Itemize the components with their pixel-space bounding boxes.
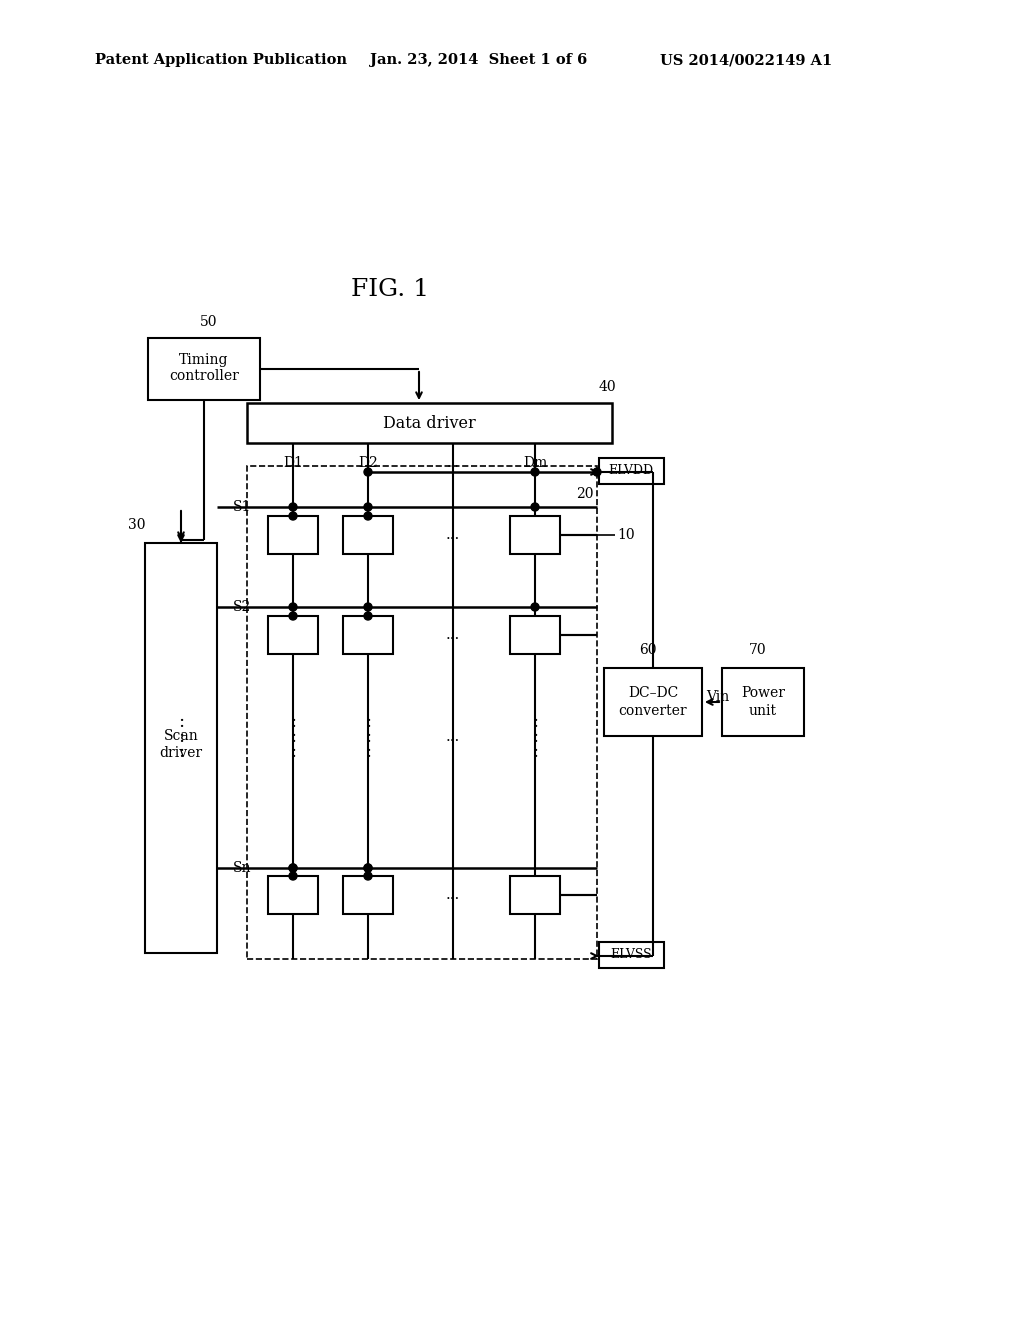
Text: DC–DC: DC–DC (628, 686, 678, 700)
Bar (343, 876, 393, 913)
Text: D2: D2 (358, 455, 378, 470)
Text: :: : (531, 743, 538, 762)
Text: Dm: Dm (523, 455, 547, 470)
Text: converter: converter (618, 704, 687, 718)
Text: controller: controller (169, 370, 239, 383)
Text: ...: ... (445, 528, 460, 543)
Bar (510, 616, 560, 653)
Text: ...: ... (446, 455, 460, 470)
Text: D1: D1 (283, 455, 303, 470)
Text: driver: driver (160, 746, 203, 760)
Bar (268, 616, 318, 653)
Circle shape (364, 503, 372, 511)
Text: 50: 50 (201, 315, 218, 329)
Circle shape (289, 865, 297, 873)
Text: unit: unit (749, 704, 777, 718)
Circle shape (289, 503, 297, 511)
Text: Data driver: Data driver (383, 414, 475, 432)
Text: Timing: Timing (179, 352, 228, 367)
Circle shape (531, 603, 539, 611)
Circle shape (289, 873, 297, 880)
Text: 60: 60 (639, 643, 656, 657)
Text: :: : (178, 713, 184, 731)
Circle shape (364, 512, 372, 520)
Circle shape (289, 865, 297, 873)
Bar (510, 516, 560, 554)
Text: Power: Power (741, 686, 785, 700)
Circle shape (364, 873, 372, 880)
Text: :: : (178, 729, 184, 746)
Bar (247, 403, 612, 444)
Bar (510, 876, 560, 913)
Bar (343, 516, 393, 554)
Bar (247, 466, 597, 960)
Text: ELVSS: ELVSS (610, 949, 652, 961)
Circle shape (364, 865, 372, 873)
Bar (599, 942, 664, 968)
Text: FIG. 1: FIG. 1 (351, 279, 429, 301)
Text: S1: S1 (233, 500, 251, 513)
Text: 40: 40 (598, 380, 615, 393)
Text: Jan. 23, 2014  Sheet 1 of 6: Jan. 23, 2014 Sheet 1 of 6 (370, 53, 587, 67)
Text: :: : (365, 713, 371, 731)
Text: Patent Application Publication: Patent Application Publication (95, 53, 347, 67)
Circle shape (364, 612, 372, 620)
Text: US 2014/0022149 A1: US 2014/0022149 A1 (660, 53, 833, 67)
Circle shape (364, 865, 372, 873)
Text: ...: ... (445, 628, 460, 642)
Text: :: : (290, 713, 296, 731)
Circle shape (593, 469, 601, 477)
Bar (343, 616, 393, 653)
Text: :: : (290, 743, 296, 762)
Circle shape (531, 469, 539, 477)
Bar (268, 876, 318, 913)
Circle shape (289, 512, 297, 520)
Text: :: : (290, 729, 296, 746)
Text: 70: 70 (750, 643, 767, 657)
Circle shape (531, 503, 539, 511)
Text: :: : (178, 743, 184, 762)
Text: Sn: Sn (233, 861, 252, 875)
Bar (145, 543, 217, 953)
Text: S2: S2 (233, 601, 251, 614)
Circle shape (364, 469, 372, 477)
Circle shape (364, 603, 372, 611)
Bar (722, 668, 804, 737)
Bar (268, 516, 318, 554)
Text: ...: ... (445, 730, 460, 744)
Bar (599, 458, 664, 484)
Text: ...: ... (445, 888, 460, 902)
Text: :: : (531, 729, 538, 746)
Circle shape (289, 603, 297, 611)
Text: ELVDD: ELVDD (608, 465, 653, 478)
Circle shape (289, 612, 297, 620)
Text: :: : (531, 713, 538, 731)
Text: 20: 20 (577, 487, 594, 502)
Text: 10: 10 (617, 528, 635, 543)
Bar (148, 338, 260, 400)
Text: Vin: Vin (706, 690, 729, 704)
Text: Scan: Scan (164, 729, 199, 743)
Text: :: : (365, 743, 371, 762)
Text: 30: 30 (128, 517, 145, 532)
Text: :: : (365, 729, 371, 746)
Bar (604, 668, 702, 737)
